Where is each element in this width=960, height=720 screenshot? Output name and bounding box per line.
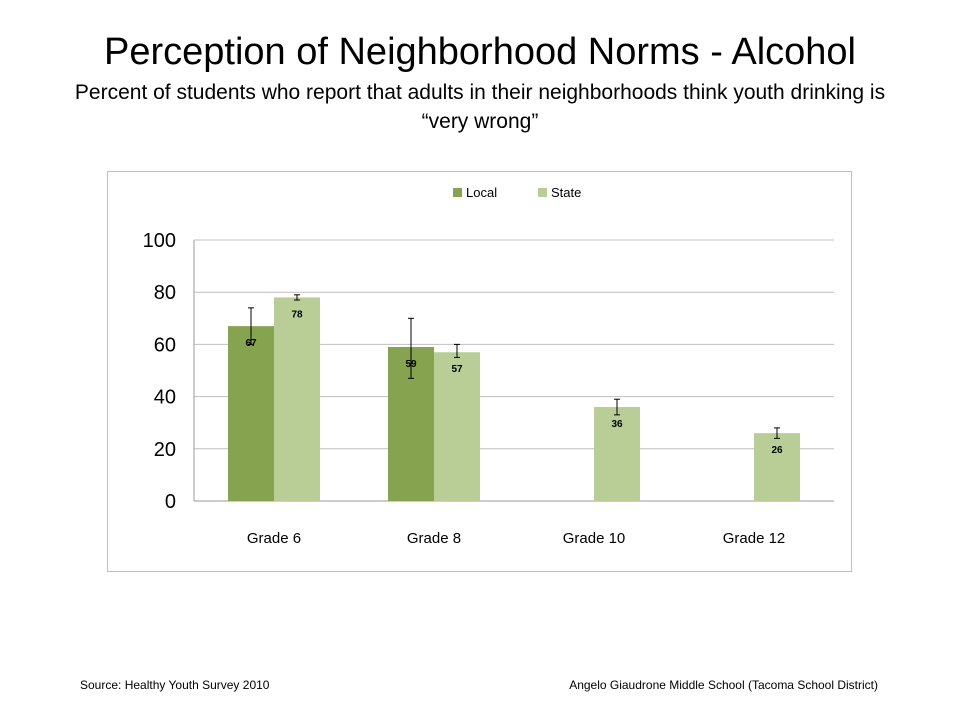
legend-label-local: Local — [466, 185, 497, 200]
y-tick-label: 20 — [154, 439, 176, 461]
bar-state — [594, 407, 640, 501]
x-tick-label: Grade 8 — [407, 530, 461, 547]
bar-state — [434, 352, 480, 501]
data-label: 36 — [611, 419, 623, 430]
page-title: Perception of Neighborhood Norms - Alcoh… — [104, 31, 856, 73]
page-subtitle: Percent of students who report that adul… — [74, 81, 886, 133]
legend-swatch-local — [453, 188, 462, 197]
bar-state — [754, 433, 800, 501]
legend-label-state: State — [551, 185, 581, 200]
x-tick-label: Grade 6 — [247, 530, 301, 547]
y-tick-label: 80 — [154, 282, 176, 304]
data-label: 59 — [405, 359, 417, 370]
y-tick-label: 60 — [154, 334, 176, 356]
chart-frame: 0 20 40 60 80 100 67 78 Grade 6 59 57 Grade 8 36 Grad… — [107, 171, 852, 572]
data-label: 67 — [245, 338, 257, 349]
data-label: 57 — [451, 364, 463, 375]
bar-local — [228, 326, 274, 501]
data-label: 26 — [771, 445, 783, 456]
bar-state — [274, 297, 320, 501]
school-note: Angelo Giaudrone Middle School (Tacoma S… — [569, 678, 878, 692]
bar-chart: 0 20 40 60 80 100 67 78 Grade 6 59 57 Grade 8 36 Grad… — [143, 185, 834, 547]
x-tick-label: Grade 12 — [723, 530, 786, 547]
source-note: Source: Healthy Youth Survey 2010 — [80, 678, 270, 692]
y-tick-label: 40 — [154, 387, 176, 409]
legend-swatch-state — [538, 188, 547, 197]
x-tick-label: Grade 10 — [563, 530, 626, 547]
y-tick-label: 0 — [165, 491, 176, 513]
y-tick-label: 100 — [143, 230, 176, 252]
data-label: 78 — [291, 309, 303, 320]
